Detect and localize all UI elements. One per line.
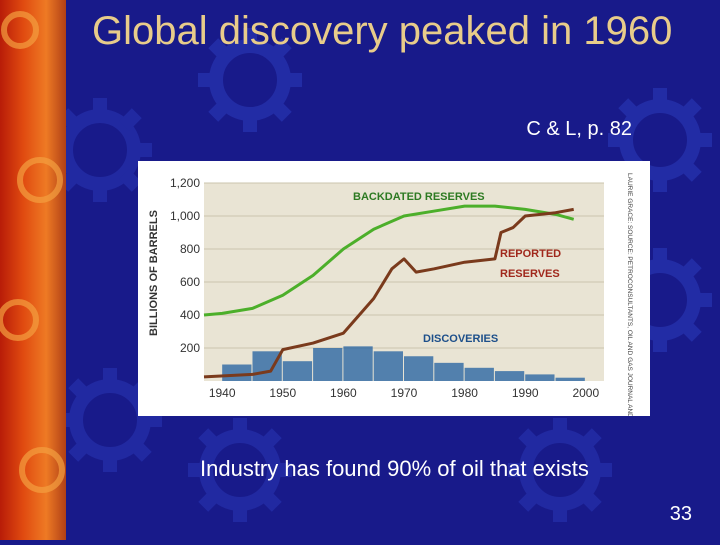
page-number: 33 <box>669 503 692 525</box>
gear-icon <box>17 157 63 203</box>
discovery-bar <box>343 346 373 381</box>
x-tick-label: 1970 <box>391 386 418 400</box>
legend-reported: REPORTED <box>500 248 561 260</box>
strip-gears <box>0 11 65 493</box>
y-tick-label: 1,000 <box>170 209 200 223</box>
source-note: LAURIE GRACE: SOURCE: PETROCONSULTANTS, … <box>626 173 633 416</box>
x-tick-label: 1960 <box>330 386 357 400</box>
legend-discoveries: DISCOVERIES <box>423 333 498 345</box>
discovery-bar <box>252 351 282 381</box>
backdated-reserves-line <box>203 204 575 317</box>
left-decorative-strip <box>0 0 66 540</box>
y-axis-label: BILLIONS OF BARRELS <box>148 210 160 336</box>
gear-icon <box>1 11 39 49</box>
discovery-bar <box>434 362 464 381</box>
y-tick-label: 1,200 <box>170 176 200 190</box>
reported-reserves-line <box>203 207 574 379</box>
x-tick-label: 2000 <box>572 386 599 400</box>
y-tick-label: 600 <box>180 275 200 289</box>
x-tick-label: 1990 <box>512 386 539 400</box>
x-tick-label: 1940 <box>209 386 236 400</box>
citation: C & L, p. 82 <box>526 118 632 140</box>
discovery-bar <box>494 371 525 381</box>
discovery-bar <box>282 361 313 381</box>
slide-title: Global discovery peaked in 1960 <box>92 9 673 53</box>
legend-reported: RESERVES <box>500 268 560 280</box>
discovery-bar <box>373 351 403 381</box>
discovery-bar <box>555 377 585 381</box>
y-tick-label: 400 <box>180 308 200 322</box>
slide-caption: Industry has found 90% of oil that exist… <box>200 456 589 481</box>
gear-icon <box>19 447 65 493</box>
discovery-bar <box>404 356 434 381</box>
y-tick-label: 200 <box>180 341 200 355</box>
x-tick-label: 1950 <box>269 386 296 400</box>
legend-backdated: BACKDATED RESERVES <box>353 191 485 203</box>
discovery-bar <box>222 364 252 381</box>
x-tick-label: 1980 <box>451 386 478 400</box>
y-tick-label: 800 <box>180 242 200 256</box>
oil-reserves-chart: REPORTED RESERVES 1,200 1,000 800 600 400 200 1… <box>148 173 633 416</box>
discovery-bar <box>525 374 555 381</box>
chart-image: REPORTED RESERVES 1,200 1,000 800 600 400 200 1… <box>138 161 650 416</box>
discovery-bar <box>313 348 343 381</box>
gear-icon <box>0 299 39 341</box>
discovery-bar <box>464 367 494 381</box>
